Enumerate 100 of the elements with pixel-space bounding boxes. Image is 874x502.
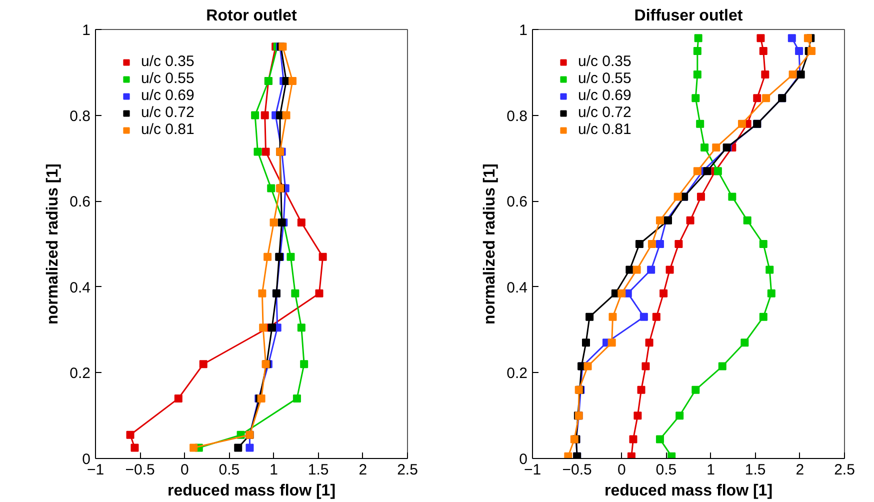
point [635, 240, 644, 248]
y-tick-label: 0.2 [506, 365, 528, 382]
point [297, 218, 306, 227]
point [728, 192, 736, 201]
point [686, 216, 694, 224]
point [693, 70, 702, 79]
point [666, 266, 674, 274]
point [258, 289, 266, 298]
point [174, 394, 182, 402]
point [608, 312, 617, 321]
point [692, 386, 700, 394]
point [254, 148, 262, 156]
x-tick-label: 2.5 [834, 462, 855, 478]
point [767, 289, 776, 298]
y-axis-title: normalized radius [1] [482, 164, 499, 324]
point [743, 216, 752, 224]
point [629, 435, 638, 444]
point [788, 34, 796, 42]
point [761, 70, 770, 79]
point [318, 252, 327, 261]
x-tick-label: 0.5 [656, 462, 677, 478]
point [703, 167, 712, 176]
point [268, 324, 276, 332]
point [130, 444, 139, 452]
point [694, 34, 702, 42]
y-tick-label: 1 [519, 22, 528, 39]
point [234, 444, 242, 452]
legend-label: u/c 0.72 [578, 104, 632, 121]
point [608, 338, 616, 347]
legend-label: u/c 0.81 [141, 121, 194, 138]
point [714, 167, 722, 176]
point [626, 266, 634, 274]
point [642, 362, 650, 370]
point [251, 111, 260, 120]
y-tick-label: 0.4 [70, 279, 91, 296]
y-tick-label: 0.6 [70, 194, 91, 211]
y-axis-title: normalized radius [1] [44, 164, 62, 324]
point [618, 289, 626, 298]
point [637, 386, 646, 394]
point [126, 430, 134, 439]
point [286, 252, 295, 261]
x-tick-label: 1.5 [308, 462, 329, 478]
point [759, 312, 768, 321]
x-tick-label: 0.5 [218, 462, 240, 478]
x-tick-label: 2 [796, 462, 804, 478]
point [634, 412, 642, 420]
y-tick-label: 0.6 [506, 194, 528, 211]
point [246, 444, 254, 452]
point [648, 240, 656, 248]
y-tick-label: 0.4 [506, 279, 528, 296]
y-tick-label: 0.8 [70, 108, 91, 125]
legend-label: u/c 0.69 [578, 87, 632, 104]
point [640, 312, 648, 321]
x-axis-title: reduced mass flow [1] [604, 482, 773, 500]
point [692, 94, 700, 102]
point [632, 266, 641, 274]
point [260, 111, 269, 120]
point [762, 94, 770, 102]
point [199, 360, 208, 368]
point [656, 216, 664, 224]
point [753, 94, 762, 102]
point [712, 143, 720, 152]
point [264, 252, 272, 261]
x-tick-label: 1 [706, 462, 715, 478]
x-tick-label: 2.5 [397, 462, 418, 478]
point [292, 394, 301, 402]
point [788, 70, 797, 79]
point [645, 338, 654, 347]
point [795, 46, 804, 55]
point [808, 46, 816, 55]
point [674, 192, 682, 201]
point [718, 362, 726, 370]
point [315, 289, 324, 298]
x-tick-label: −0.5 [562, 462, 592, 478]
point [738, 120, 746, 128]
point [564, 452, 572, 458]
x-tick-label: 1 [270, 462, 278, 478]
point [270, 218, 278, 227]
point [582, 338, 590, 347]
point [267, 184, 276, 192]
point [647, 266, 656, 274]
point [584, 362, 592, 370]
point [282, 111, 290, 120]
y-tick-label: 0 [519, 451, 528, 468]
point [262, 148, 270, 156]
point [586, 312, 594, 321]
x-tick-label: 2 [358, 462, 368, 478]
legend-label: u/c 0.55 [141, 70, 194, 87]
legend-label: u/c 0.69 [141, 87, 194, 104]
point [259, 324, 268, 332]
y-tick-label: 0.2 [70, 365, 91, 382]
y-tick-label: 0.8 [506, 108, 528, 125]
point [652, 312, 660, 321]
point [804, 34, 812, 42]
point [288, 76, 297, 85]
legend-label: u/c 0.35 [141, 53, 194, 70]
x-tick-label: 0 [617, 462, 626, 478]
point [740, 338, 749, 347]
y-tick-label: 1 [82, 22, 90, 39]
x-tick-label: 0 [180, 462, 189, 478]
